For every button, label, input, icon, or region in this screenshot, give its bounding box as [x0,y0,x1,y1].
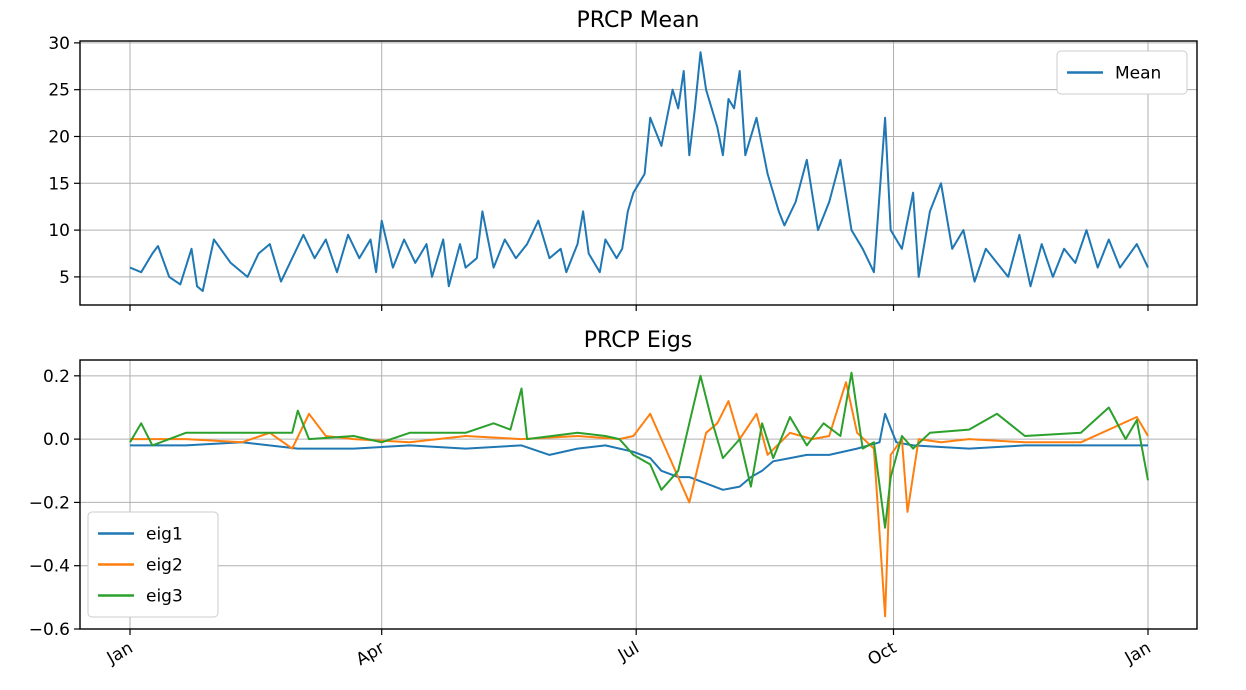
y-tick-label: −0.6 [29,620,70,640]
eigs-plot-frame [79,359,1198,630]
y-tick-label: 0.2 [43,367,70,387]
y-tick-label: −0.2 [29,493,70,513]
y-tick-label: 10 [48,221,70,241]
mean-plot-frame [79,40,1198,306]
series-line-Mean [129,51,1149,292]
eigs-chart-title: PRCP Eigs [584,328,693,353]
legend-label: Mean [1115,64,1161,84]
y-tick-label: 20 [48,127,70,147]
mean-panel: PRCP Mean 5 10 15 20 25 30 Mean [48,8,1198,311]
legend-box [1056,50,1188,95]
legend-label: eig3 [146,587,183,607]
legend-label: eig1 [146,525,183,545]
legend-label: eig2 [146,556,183,576]
y-tick-label: 15 [48,174,70,194]
eigs-panel: PRCP Eigs Jan Apr Jul Oct Jan −0.6−0.4−0.20.… [29,328,1198,670]
series-line-eig2 [130,381,1149,618]
y-tick-label: 5 [59,268,70,288]
y-tick-label: 25 [48,81,70,101]
y-tick-label: 0.0 [43,430,70,450]
series-line-eig1 [130,412,1148,491]
eigs-legend: eig1 eig2 eig3 [87,511,219,618]
mean-legend: Mean [1056,50,1188,95]
mean-chart-title: PRCP Mean [576,8,699,33]
series-line-eig3 [129,371,1149,529]
y-tick-label: −0.4 [29,557,70,577]
legend-box [87,511,219,618]
y-tick-label: 30 [48,34,70,54]
